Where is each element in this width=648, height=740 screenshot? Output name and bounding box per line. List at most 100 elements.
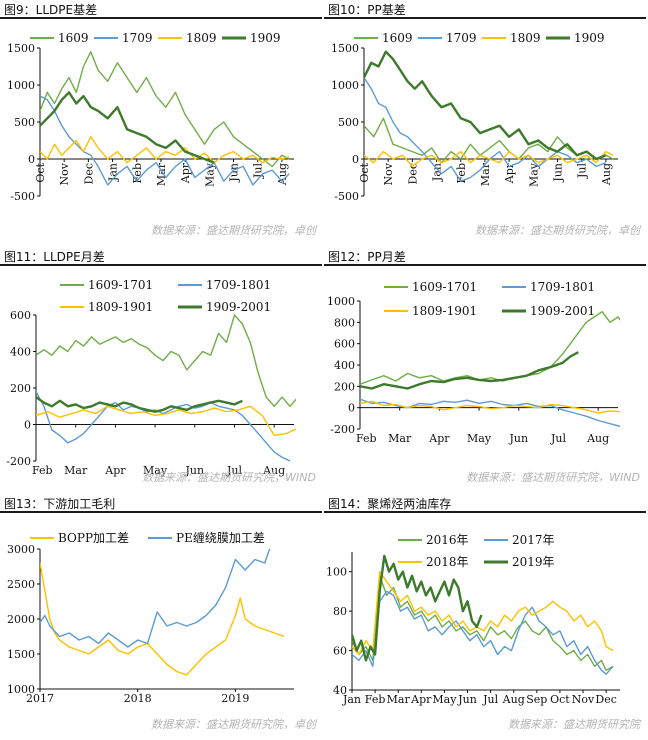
y-tick-label: 1000 [7, 683, 35, 696]
x-tick-label: Mar [64, 464, 88, 477]
legend-label: 1709 [122, 31, 153, 45]
series-line-1 [40, 548, 271, 648]
legend-label: 1609-1701 [412, 280, 477, 294]
chart-inventory: 40 60 80 100 Jan Feb Mar Apr May Jun Jul Aug Sep Oct N… [326, 533, 620, 706]
x-tick-label: Jul [550, 432, 566, 445]
x-tick-label: Aug [262, 464, 285, 477]
series-line-0 [352, 575, 614, 672]
x-tick-label: Mar [155, 162, 168, 186]
x-tick-label: May [527, 162, 540, 187]
series-line-3 [40, 91, 215, 164]
x-tick-label: Sep [526, 693, 547, 706]
y-tick-label: 500 [14, 116, 35, 129]
y-tick-label: 40 [333, 684, 347, 697]
chart-panel-pp-spread: 图12：PP月差 -200 0 200 400 600 800 1000 Feb Mar Apr M… [324, 247, 648, 493]
x-tick-label: Jul [576, 163, 589, 179]
y-tick-label: 1000 [7, 79, 35, 92]
chart-title: 图14：聚烯烃两油库存 [328, 497, 452, 511]
y-tick-label: 1000 [327, 295, 355, 308]
title-rule [0, 264, 322, 266]
legend-label: 1709-1801 [206, 278, 271, 292]
x-tick-label: Feb [32, 464, 53, 477]
legend-label: PE缠绕膜加工差 [176, 530, 265, 545]
legend-label: 1609 [58, 31, 89, 45]
x-tick-label: Mar [388, 432, 412, 445]
series-line-3 [360, 351, 579, 390]
series-line-0 [40, 51, 290, 168]
title-rule [324, 511, 646, 513]
legend-label: 1609-1701 [88, 278, 153, 292]
chart-title: 图11：LLDPE月差 [4, 250, 105, 264]
chart-panel-lldpe-spread: 图11：LLDPE月差 -200 0 200 400 600 Feb Mar Apr May Ju… [0, 247, 324, 493]
x-tick-label: Mar [479, 162, 492, 186]
y-tick-label: 3000 [7, 543, 35, 556]
chart-title: 图12：PP月差 [328, 250, 406, 264]
x-tick-label: Jan [431, 163, 444, 182]
y-tick-label: 0 [28, 153, 35, 166]
y-tick-label: 1500 [331, 42, 359, 55]
chart-lldpe-spread: -200 0 200 400 600 Feb Mar Apr May Jun Jul Aug 1609-… [6, 278, 296, 477]
series-line-2 [40, 136, 290, 164]
x-tick-label: May [467, 432, 492, 445]
legend-label: 1909-2001 [530, 304, 595, 318]
chart-title: 图9：LLDPE基差 [4, 3, 98, 17]
x-tick-label: Feb [356, 432, 377, 445]
x-tick-label: Apr [428, 432, 450, 445]
x-tick-label: Oct [358, 162, 371, 182]
y-tick-label: 80 [333, 605, 347, 618]
legend-label: 1909-2001 [206, 300, 271, 314]
y-tick-label: 400 [334, 359, 355, 372]
x-tick-label: Apr [104, 464, 126, 477]
x-tick-label: 2018 [124, 692, 152, 705]
x-tick-label: 2017 [26, 692, 54, 705]
title-rule [324, 17, 646, 19]
x-tick-label: Oct [34, 162, 47, 182]
y-tick-label: 100 [326, 566, 347, 579]
y-tick-label: 1000 [331, 79, 359, 92]
legend-label: 2016年 [426, 533, 469, 547]
series-line-0 [360, 311, 620, 385]
chart-title: 图10：PP基差 [328, 3, 406, 17]
y-tick-label: -500 [10, 190, 35, 203]
x-tick-label: 2019 [221, 692, 249, 705]
x-tick-label: Jul [226, 464, 242, 477]
x-tick-label: Nov [572, 693, 595, 706]
y-tick-label: -200 [330, 423, 355, 436]
y-tick-label: -200 [6, 455, 31, 468]
x-tick-label: Mar [387, 693, 411, 706]
series-line-1 [352, 590, 614, 675]
x-tick-label: Jun [457, 693, 477, 706]
series-line-2 [352, 571, 614, 656]
series-line-2 [360, 400, 620, 414]
series-line-0 [36, 314, 296, 408]
y-tick-label: 600 [10, 309, 31, 322]
chart-panel-lldpe-basis: 图9：LLDPE基差 -500 0 500 1000 1500 Oct Nov Dec Jan F… [0, 0, 324, 246]
y-tick-label: 1500 [7, 648, 35, 661]
y-tick-label: 1500 [7, 42, 35, 55]
y-tick-label: 200 [334, 380, 355, 393]
x-tick-label: Jun [228, 163, 241, 183]
x-tick-label: Dec [406, 163, 419, 185]
x-tick-label: Aug [502, 693, 525, 706]
x-tick-label: Jun [184, 464, 204, 477]
y-tick-label: 800 [334, 316, 355, 329]
series-line-3 [364, 50, 607, 161]
legend-label: 2019年 [512, 555, 555, 569]
legend-label: 1609 [382, 31, 413, 45]
chart-pp-spread: -200 0 200 400 600 800 1000 Feb Mar Apr May Jun Jul A… [327, 280, 620, 445]
x-tick-label: Aug [276, 163, 289, 186]
legend-label: 1709-1801 [530, 280, 595, 294]
x-tick-label: Jan [107, 163, 120, 182]
chart-processing-margin: 1000 1500 2000 2500 3000 2017 2018 2019 BOPP加工差 P… [7, 530, 294, 705]
y-tick-label: 200 [10, 382, 31, 395]
x-tick-label: Aug [586, 432, 609, 445]
source-note: 数据来源：盛达期货研究院，卓创 [475, 224, 640, 237]
x-tick-label: Jan [342, 693, 361, 706]
legend-label: 1909 [574, 31, 605, 45]
chart-panel-processing-margin: 图13：下游加工毛利 1000 1500 2000 2500 3000 2017 2018 2… [0, 494, 324, 740]
legend-label: 1709 [446, 31, 477, 45]
y-tick-label: 2000 [7, 613, 35, 626]
y-tick-label: 0 [24, 419, 31, 432]
x-tick-label: Nov [58, 162, 71, 185]
